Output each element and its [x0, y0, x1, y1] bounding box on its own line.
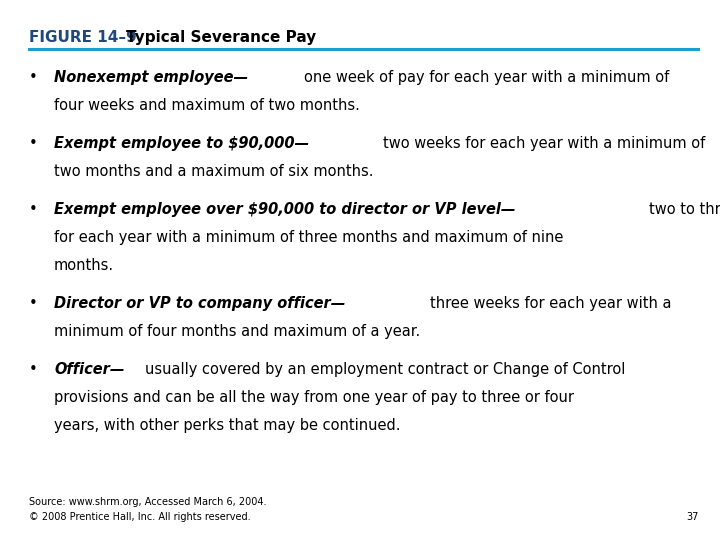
- Text: •: •: [29, 296, 37, 311]
- Text: usually covered by an employment contract or Change of Control: usually covered by an employment contrac…: [145, 362, 626, 377]
- Text: provisions and can be all the way from one year of pay to three or four: provisions and can be all the way from o…: [54, 390, 574, 405]
- Text: Officer—: Officer—: [54, 362, 125, 377]
- Text: Exempt employee to $90,000—: Exempt employee to $90,000—: [54, 136, 309, 151]
- Text: Typical Severance Pay: Typical Severance Pay: [126, 30, 316, 45]
- Text: Nonexempt employee—: Nonexempt employee—: [54, 70, 248, 85]
- Text: •: •: [29, 70, 37, 85]
- Text: © 2008 Prentice Hall, Inc. All rights reserved.: © 2008 Prentice Hall, Inc. All rights re…: [29, 512, 251, 522]
- Text: two to three weeks: two to three weeks: [649, 202, 720, 217]
- Text: two months and a maximum of six months.: two months and a maximum of six months.: [54, 164, 374, 179]
- Text: one week of pay for each year with a minimum of: one week of pay for each year with a min…: [305, 70, 670, 85]
- Text: •: •: [29, 136, 37, 151]
- Text: four weeks and maximum of two months.: four weeks and maximum of two months.: [54, 98, 360, 113]
- Text: •: •: [29, 362, 37, 377]
- Text: years, with other perks that may be continued.: years, with other perks that may be cont…: [54, 418, 400, 433]
- Text: •: •: [29, 202, 37, 217]
- Text: months.: months.: [54, 258, 114, 273]
- Text: Director or VP to company officer—: Director or VP to company officer—: [54, 296, 346, 311]
- Text: Source: www.shrm.org, Accessed March 6, 2004.: Source: www.shrm.org, Accessed March 6, …: [29, 497, 266, 507]
- Text: three weeks for each year with a: three weeks for each year with a: [430, 296, 672, 311]
- Text: 37: 37: [686, 512, 698, 522]
- Text: FIGURE 14–9: FIGURE 14–9: [29, 30, 137, 45]
- Text: for each year with a minimum of three months and maximum of nine: for each year with a minimum of three mo…: [54, 230, 563, 245]
- Text: minimum of four months and maximum of a year.: minimum of four months and maximum of a …: [54, 324, 420, 339]
- Text: two weeks for each year with a minimum of: two weeks for each year with a minimum o…: [383, 136, 706, 151]
- Text: Exempt employee over $90,000 to director or VP level—: Exempt employee over $90,000 to director…: [54, 202, 516, 217]
